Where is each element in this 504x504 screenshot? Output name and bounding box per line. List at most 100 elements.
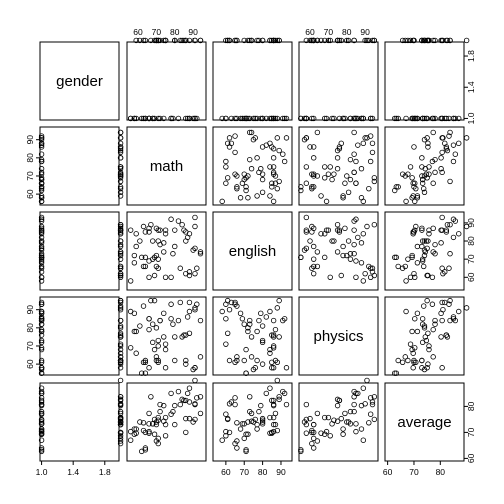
- point-gender-vs-english-32: [254, 37, 260, 44]
- point-math-vs-english-42: [256, 169, 262, 176]
- point-gender-vs-physics-25: [360, 115, 366, 122]
- point-physics-vs-math-46: [140, 303, 147, 309]
- point-gender-vs-english-14: [267, 115, 273, 122]
- point-average-vs-physics-57: [311, 421, 317, 428]
- point-physics-vs-average-38: [426, 343, 432, 349]
- point-math-vs-average-32: [419, 155, 425, 161]
- point-average-vs-physics-23: [322, 431, 328, 437]
- point-math-vs-english-38: [270, 171, 277, 177]
- point-physics-vs-english-48: [232, 359, 238, 365]
- point-average-vs-gender-3: [38, 448, 45, 455]
- point-english-vs-math-31: [192, 223, 198, 230]
- tick-label-average-right: 80: [466, 401, 476, 411]
- point-physics-vs-average-39: [447, 297, 453, 304]
- point-average-vs-physics-55: [345, 419, 352, 425]
- point-english-vs-gender-2: [38, 265, 45, 271]
- point-physics-vs-math-47: [183, 361, 189, 367]
- point-english-vs-math-53: [151, 272, 158, 279]
- point-average-vs-english-44: [226, 401, 233, 407]
- point-gender-vs-english-59: [223, 37, 229, 44]
- point-average-vs-physics-52: [309, 429, 315, 436]
- point-gender-vs-physics-10: [311, 115, 317, 122]
- point-average-vs-gender-55: [117, 419, 124, 425]
- point-english-vs-gender-26: [38, 256, 45, 262]
- point-english-vs-gender-28: [38, 216, 45, 222]
- point-average-vs-math-55: [137, 419, 143, 425]
- point-physics-vs-gender-17: [38, 301, 45, 307]
- point-physics-vs-average-40: [430, 354, 436, 360]
- point-average-vs-math-48: [155, 440, 161, 447]
- point-gender-vs-english-22: [254, 115, 260, 122]
- point-physics-vs-gender-9: [38, 339, 45, 346]
- point-math-vs-average-41: [410, 193, 416, 199]
- point-english-vs-physics-38: [325, 227, 332, 233]
- point-gender-vs-physics-24: [303, 115, 310, 122]
- point-gender-vs-average-18: [412, 115, 418, 122]
- point-physics-vs-average-22: [414, 328, 421, 335]
- point-gender-vs-average-48: [399, 37, 406, 44]
- point-english-vs-gender-51: [117, 231, 124, 237]
- point-english-vs-gender-30: [38, 227, 45, 233]
- point-math-vs-gender-52: [117, 184, 124, 190]
- point-english-vs-gender-42: [117, 241, 124, 248]
- point-gender-vs-math-59: [162, 37, 169, 44]
- point-math-vs-physics-41: [318, 193, 324, 199]
- point-gender-vs-average-23: [409, 115, 415, 122]
- point-average-vs-gender-30: [38, 401, 45, 408]
- point-math-vs-physics-17: [367, 158, 374, 165]
- point-average-vs-math-35: [172, 402, 178, 409]
- point-average-vs-english-11: [283, 401, 290, 408]
- point-average-vs-math-10: [142, 445, 149, 451]
- panel-frame-gender-vs-english: [212, 41, 293, 121]
- point-physics-vs-average-48: [399, 359, 406, 365]
- panel-frame-math-vs-english: [212, 126, 293, 206]
- point-physics-vs-gender-16: [38, 314, 45, 320]
- point-math-vs-english-58: [241, 171, 247, 177]
- point-math-vs-physics-42: [351, 169, 357, 176]
- point-physics-vs-english-35: [270, 334, 277, 340]
- point-gender-vs-english-2: [232, 115, 238, 122]
- point-average-vs-math-58: [155, 435, 161, 442]
- point-gender-vs-average-14: [456, 115, 462, 122]
- point-physics-vs-gender-24: [38, 365, 45, 371]
- point-math-vs-gender-44: [117, 135, 124, 141]
- point-english-vs-math-5: [140, 223, 147, 230]
- point-gender-vs-average-59: [407, 37, 414, 44]
- point-gender-vs-math-27: [183, 115, 189, 122]
- point-math-vs-gender-29: [38, 180, 45, 186]
- point-physics-vs-average-15: [423, 337, 430, 344]
- point-english-vs-physics-48: [309, 265, 315, 271]
- point-physics-vs-english-59: [223, 341, 229, 347]
- point-english-vs-physics-10: [311, 263, 317, 270]
- point-english-vs-physics-56: [369, 265, 376, 271]
- point-math-vs-physics-44: [362, 135, 368, 141]
- point-gender-vs-math-30: [157, 115, 163, 122]
- point-average-vs-physics-30: [351, 401, 357, 408]
- point-gender-vs-math-2: [194, 115, 200, 122]
- point-gender-vs-english-52: [269, 37, 275, 44]
- point-english-vs-physics-14: [360, 231, 366, 237]
- point-physics-vs-math-41: [133, 350, 139, 356]
- point-physics-vs-math-54: [183, 357, 189, 364]
- point-english-vs-physics-22: [340, 243, 346, 250]
- point-physics-vs-gender-45: [117, 317, 124, 324]
- point-average-vs-math-4: [161, 402, 167, 409]
- point-average-vs-physics-17: [367, 411, 374, 417]
- point-physics-vs-english-28: [281, 316, 288, 322]
- point-average-vs-english-36: [276, 396, 282, 403]
- point-physics-vs-math-4: [161, 310, 167, 317]
- point-gender-vs-average-20: [421, 115, 428, 122]
- point-math-vs-english-13: [243, 184, 249, 190]
- point-english-vs-average-22: [414, 243, 421, 250]
- point-average-vs-english-59: [223, 433, 229, 439]
- point-math-vs-physics-40: [314, 129, 321, 136]
- point-physics-vs-math-32: [172, 357, 178, 364]
- point-average-vs-physics-36: [334, 396, 341, 403]
- point-gender-vs-average-3: [392, 115, 398, 122]
- point-average-vs-math-7: [175, 388, 182, 395]
- point-average-vs-english-57: [272, 421, 279, 428]
- point-english-vs-average-45: [447, 251, 453, 257]
- point-average-vs-math-44: [192, 401, 198, 407]
- point-physics-vs-gender-52: [117, 359, 124, 365]
- point-math-vs-english-22: [254, 193, 260, 199]
